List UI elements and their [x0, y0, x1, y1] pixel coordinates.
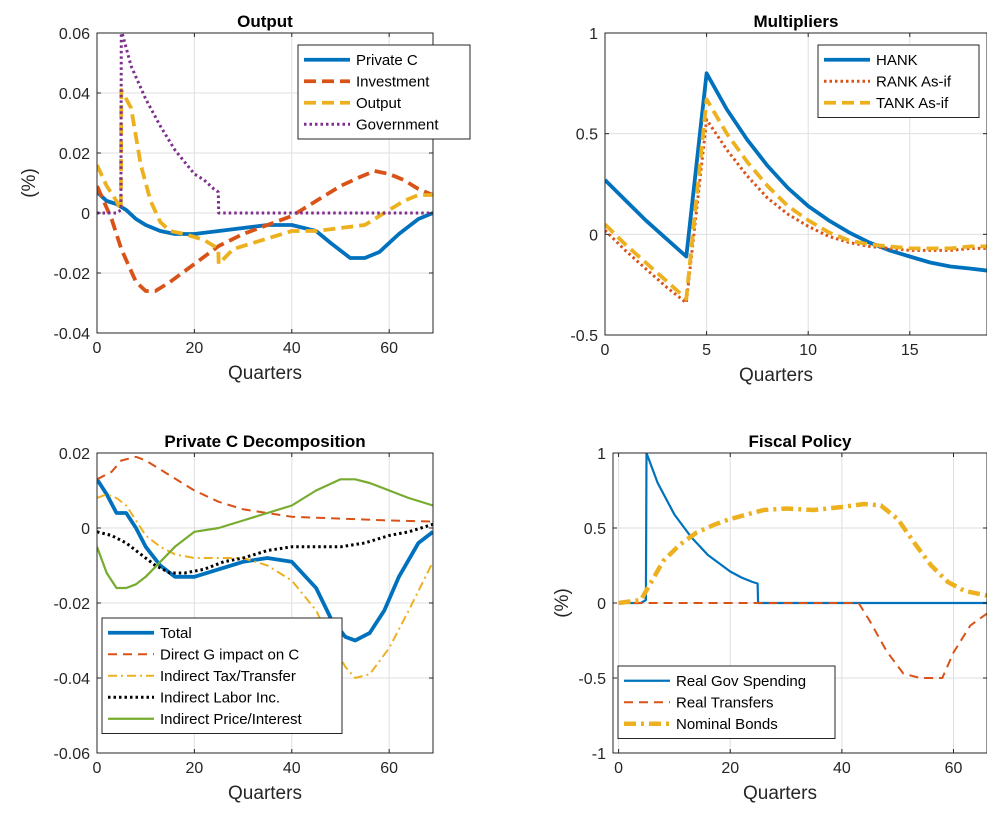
y-axis-label: (%)	[19, 168, 40, 198]
legend-entry-tank-as-if: TANK As-if	[876, 95, 949, 112]
series-line-total	[97, 478, 433, 643]
y-tick-label: -1	[592, 746, 606, 763]
series-line-direct-g-impact-on-c	[97, 455, 433, 523]
x-tick-label: 20	[185, 340, 203, 357]
y-tick-label: 0.5	[584, 521, 606, 538]
legend: Total Direct G impact on C Indirect Tax/Tr…	[101, 617, 343, 734]
legend-entry-output: Output	[356, 95, 402, 112]
x-axis-label: Quarters	[743, 783, 817, 804]
series-line-real-gov-spending	[618, 453, 987, 605]
x-tick-label: 60	[945, 760, 963, 777]
x-tick-label: 0	[601, 342, 610, 359]
y-tick-label: 0	[597, 596, 606, 613]
x-tick-label: 60	[380, 340, 398, 357]
series-line-tank-as-if	[605, 97, 987, 301]
chart-panel-private-c-decomposition: 0 20 40 60 -0.06 -0.04 -0.02 0 0.02 Private C Dec…	[54, 432, 434, 804]
chart-title: Output	[237, 12, 293, 31]
legend-entry-indirect-labor-inc: Indirect Labor Inc.	[160, 689, 280, 706]
chart-panel-multipliers: 0 5 10 15-0.500.51MultipliersQuartersHANKRA…	[570, 12, 987, 386]
x-tick-label: 5	[702, 342, 711, 359]
legend-entry-total: Total	[160, 625, 192, 642]
series-line-government	[97, 33, 433, 215]
legend-entry-direct-g-impact-on-c: Direct G impact on C	[160, 646, 299, 663]
legend-entry-rank-as-if: RANK As-if	[876, 73, 952, 90]
y-tick-label: -0.04	[54, 326, 91, 343]
y-axis-label: (%)	[552, 588, 573, 618]
x-axis-label: Quarters	[228, 783, 302, 804]
series-line-rank-as-if	[605, 118, 987, 305]
chart-title: Private C Decomposition	[164, 432, 365, 451]
x-axis-label: Quarters	[739, 365, 813, 386]
series-line-investment	[97, 169, 433, 293]
legend-entry-real-gov-spending: Real Gov Spending	[676, 673, 806, 690]
x-tick-label: 15	[901, 342, 919, 359]
x-tick-label: 40	[283, 340, 301, 357]
axes-box	[96, 32, 434, 334]
chart-title: Fiscal Policy	[749, 432, 853, 451]
y-tick-label: -0.06	[54, 746, 91, 763]
x-tick-label: 40	[833, 760, 851, 777]
series-group	[605, 71, 987, 305]
y-tick-label: 0	[81, 521, 90, 538]
series-group	[97, 33, 433, 293]
x-tick-label: 20	[721, 760, 739, 777]
y-tick-label: -0.04	[54, 671, 91, 688]
legend-box	[817, 44, 980, 118]
legend-entry-indirect-price-interest: Indirect Price/Interest	[160, 711, 303, 728]
x-tick-label: 0	[93, 340, 102, 357]
y-tick-label: -0.5	[578, 671, 606, 688]
y-tick-label: 0.06	[59, 26, 90, 43]
y-tick-label: 0.04	[59, 86, 90, 103]
chart-panel-output: 0 20 40 60 -0.04 -0.02 0 0.02 0.04 0.06 Output Quar…	[19, 12, 471, 384]
series-line-indirect-labor-inc	[97, 522, 433, 575]
x-tick-label: 60	[380, 760, 398, 777]
y-tick-label: 0.02	[59, 446, 90, 463]
legend-entry-hank: HANK	[876, 52, 918, 69]
legend: HANK RANK As-if TANK As-if	[817, 44, 980, 118]
legend-entry-investment: Investment	[356, 73, 430, 90]
x-axis-label: Quarters	[228, 363, 302, 384]
y-tick-label: -0.5	[570, 328, 598, 345]
x-tick-label: 0	[614, 760, 623, 777]
x-tick-label: 20	[185, 760, 203, 777]
series-line-indirect-price-interest	[97, 478, 433, 590]
y-tick-label: -0.02	[54, 266, 91, 283]
legend: Private C Investment Output Government	[297, 44, 471, 140]
legend-entry-real-transfers: Real Transfers	[676, 694, 774, 711]
legend: Real Gov Spending Real Transfers Nominal B…	[617, 665, 836, 739]
series-line-private-c	[97, 190, 433, 260]
y-tick-label: 1	[589, 26, 598, 43]
y-tick-label: 0	[589, 227, 598, 244]
chart-panel-fiscal-policy: 0 20 40 60 -1 -0.5 0 0.5 1 Fiscal Policy Quarters (…	[552, 432, 987, 804]
series-group	[618, 453, 987, 679]
legend-entry-private-c: Private C	[356, 52, 418, 69]
y-tick-label: 0.02	[59, 146, 90, 163]
y-tick-label: 0	[81, 206, 90, 223]
legend-entry-government: Government	[356, 116, 439, 133]
chart-title: Multipliers	[753, 12, 838, 31]
y-tick-label: -0.02	[54, 596, 91, 613]
series-line-real-transfers	[618, 602, 987, 679]
y-tick-label: 0.5	[576, 127, 598, 144]
y-tick-label: 1	[597, 446, 606, 463]
series-line-nominal-bonds	[618, 501, 987, 606]
x-tick-label: 10	[799, 342, 817, 359]
x-tick-label: 0	[93, 760, 102, 777]
legend-entry-indirect-tax-transfer: Indirect Tax/Transfer	[160, 668, 296, 685]
series-line-output	[97, 88, 433, 266]
axes-box	[604, 32, 987, 336]
series-line-hank	[605, 71, 987, 273]
series-group	[97, 455, 433, 679]
legend-entry-nominal-bonds: Nominal Bonds	[676, 716, 778, 733]
x-tick-label: 40	[283, 760, 301, 777]
